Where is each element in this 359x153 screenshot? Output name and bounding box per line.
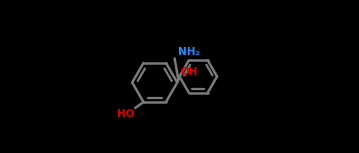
Text: HO: HO (117, 109, 134, 119)
Text: NH₂: NH₂ (178, 47, 200, 57)
Text: OH: OH (181, 67, 198, 77)
